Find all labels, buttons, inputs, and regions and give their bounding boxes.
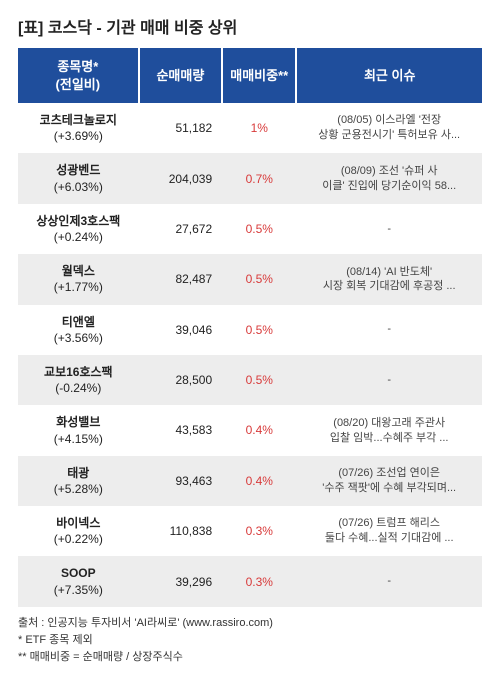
- stock-name: 성광벤드: [56, 163, 100, 177]
- col-header-name: 종목명*(전일비): [18, 48, 139, 103]
- stock-name: 바이넥스: [56, 516, 100, 530]
- stock-name: 월덱스: [62, 264, 95, 278]
- cell-volume: 110,838: [139, 506, 223, 556]
- stock-name: 코츠테크놀로지: [40, 113, 117, 127]
- stock-change: (+7.35%): [24, 582, 133, 598]
- cell-issue: (08/14) 'AI 반도체'시장 회복 기대감에 후공정 ...: [296, 254, 482, 304]
- cell-stock-name: 성광벤드 (+6.03%): [18, 153, 139, 203]
- cell-stock-name: 티앤엘(+3.56%): [18, 305, 139, 355]
- cell-issue: (07/26) 트럼프 해리스둘다 수혜...실적 기대감에 ...: [296, 506, 482, 556]
- cell-ratio: 0.4%: [222, 456, 296, 506]
- cell-issue: (08/09) 조선 '슈퍼 사이클' 진입에 당기순이익 58...: [296, 153, 482, 203]
- footnote-2: ** 매매비중 = 순매매량 / 상장주식수: [18, 649, 482, 666]
- cell-volume: 204,039: [139, 153, 223, 203]
- cell-volume: 39,046: [139, 305, 223, 355]
- cell-stock-name: 태광(+5.28%): [18, 456, 139, 506]
- table-row: 교보16호스팩(-0.24%)28,5000.5%-: [18, 355, 482, 405]
- cell-ratio: 0.3%: [222, 506, 296, 556]
- stock-name: SOOP: [61, 566, 96, 580]
- cell-stock-name: SOOP (+7.35%): [18, 556, 139, 606]
- stock-change: (+0.24%): [24, 229, 133, 245]
- stock-change: (+5.28%): [24, 481, 133, 497]
- cell-issue: (07/26) 조선업 연이은'수주 잭팟'에 수혜 부각되며...: [296, 456, 482, 506]
- col-header-volume: 순매매량: [139, 48, 223, 103]
- table-row: 코츠테크놀로지(+3.69%)51,1821%(08/05) 이스라엘 '전장상…: [18, 103, 482, 153]
- cell-issue: -: [296, 556, 482, 606]
- stock-change: (-0.24%): [24, 380, 133, 396]
- cell-issue: (08/20) 대왕고래 주관사입찰 임박...수혜주 부각 ...: [296, 405, 482, 455]
- stock-change: (+1.77%): [24, 279, 133, 295]
- stock-change: (+4.15%): [24, 431, 133, 447]
- footnote-1: * ETF 종목 제외: [18, 632, 482, 649]
- stock-name: 교보16호스팩: [44, 365, 113, 379]
- cell-stock-name: 상상인제3호스팩(+0.24%): [18, 204, 139, 254]
- cell-volume: 51,182: [139, 103, 223, 153]
- table-row: 월덱스(+1.77%)82,4870.5%(08/14) 'AI 반도체'시장 …: [18, 254, 482, 304]
- cell-issue: -: [296, 204, 482, 254]
- cell-ratio: 0.3%: [222, 556, 296, 606]
- cell-stock-name: 화성밸브 (+4.15%): [18, 405, 139, 455]
- cell-ratio: 1%: [222, 103, 296, 153]
- cell-volume: 28,500: [139, 355, 223, 405]
- cell-ratio: 0.4%: [222, 405, 296, 455]
- table-row: 태광(+5.28%)93,4630.4%(07/26) 조선업 연이은'수주 잭…: [18, 456, 482, 506]
- cell-issue: -: [296, 355, 482, 405]
- footnotes: 출처 : 인공지능 투자비서 'AI라씨로' (www.rassiro.com)…: [18, 615, 482, 666]
- cell-stock-name: 바이넥스(+0.22%): [18, 506, 139, 556]
- table-row: 바이넥스(+0.22%)110,8380.3%(07/26) 트럼프 해리스둘다…: [18, 506, 482, 556]
- cell-volume: 39,296: [139, 556, 223, 606]
- stock-name: 태광: [67, 466, 89, 480]
- cell-ratio: 0.5%: [222, 355, 296, 405]
- cell-issue: -: [296, 305, 482, 355]
- stock-change: (+3.56%): [24, 330, 133, 346]
- table-row: 화성밸브 (+4.15%) 43,5830.4%(08/20) 대왕고래 주관사입찰…: [18, 405, 482, 455]
- stock-name: 티앤엘: [62, 315, 95, 329]
- footnote-source: 출처 : 인공지능 투자비서 'AI라씨로' (www.rassiro.com): [18, 615, 482, 632]
- table-row: 성광벤드 (+6.03%) 204,0390.7%(08/09) 조선 '슈퍼 사이…: [18, 153, 482, 203]
- stock-change: (+3.69%): [24, 128, 133, 144]
- stock-change: (+6.03%): [24, 179, 133, 195]
- cell-volume: 43,583: [139, 405, 223, 455]
- col-header-issue: 최근 이슈: [296, 48, 482, 103]
- cell-ratio: 0.5%: [222, 204, 296, 254]
- cell-issue: (08/05) 이스라엘 '전장상황 군용전시기' 특허보유 사...: [296, 103, 482, 153]
- stock-name: 화성밸브: [56, 415, 100, 429]
- table-row: 상상인제3호스팩(+0.24%)27,6720.5%-: [18, 204, 482, 254]
- cell-volume: 82,487: [139, 254, 223, 304]
- table-row: 티앤엘(+3.56%)39,0460.5%-: [18, 305, 482, 355]
- col-header-ratio: 매매비중**: [222, 48, 296, 103]
- cell-ratio: 0.5%: [222, 305, 296, 355]
- cell-stock-name: 교보16호스팩(-0.24%): [18, 355, 139, 405]
- cell-stock-name: 월덱스(+1.77%): [18, 254, 139, 304]
- stock-change: (+0.22%): [24, 531, 133, 547]
- stock-table: 종목명*(전일비) 순매매량 매매비중** 최근 이슈 코츠테크놀로지(+3.6…: [18, 48, 482, 607]
- table-row: SOOP (+7.35%) 39,2960.3%-: [18, 556, 482, 606]
- header-row: 종목명*(전일비) 순매매량 매매비중** 최근 이슈: [18, 48, 482, 103]
- stock-name: 상상인제3호스팩: [36, 214, 120, 228]
- cell-volume: 93,463: [139, 456, 223, 506]
- cell-volume: 27,672: [139, 204, 223, 254]
- table-title: [표] 코스닥 - 기관 매매 비중 상위: [18, 14, 482, 38]
- cell-ratio: 0.7%: [222, 153, 296, 203]
- cell-stock-name: 코츠테크놀로지(+3.69%): [18, 103, 139, 153]
- cell-ratio: 0.5%: [222, 254, 296, 304]
